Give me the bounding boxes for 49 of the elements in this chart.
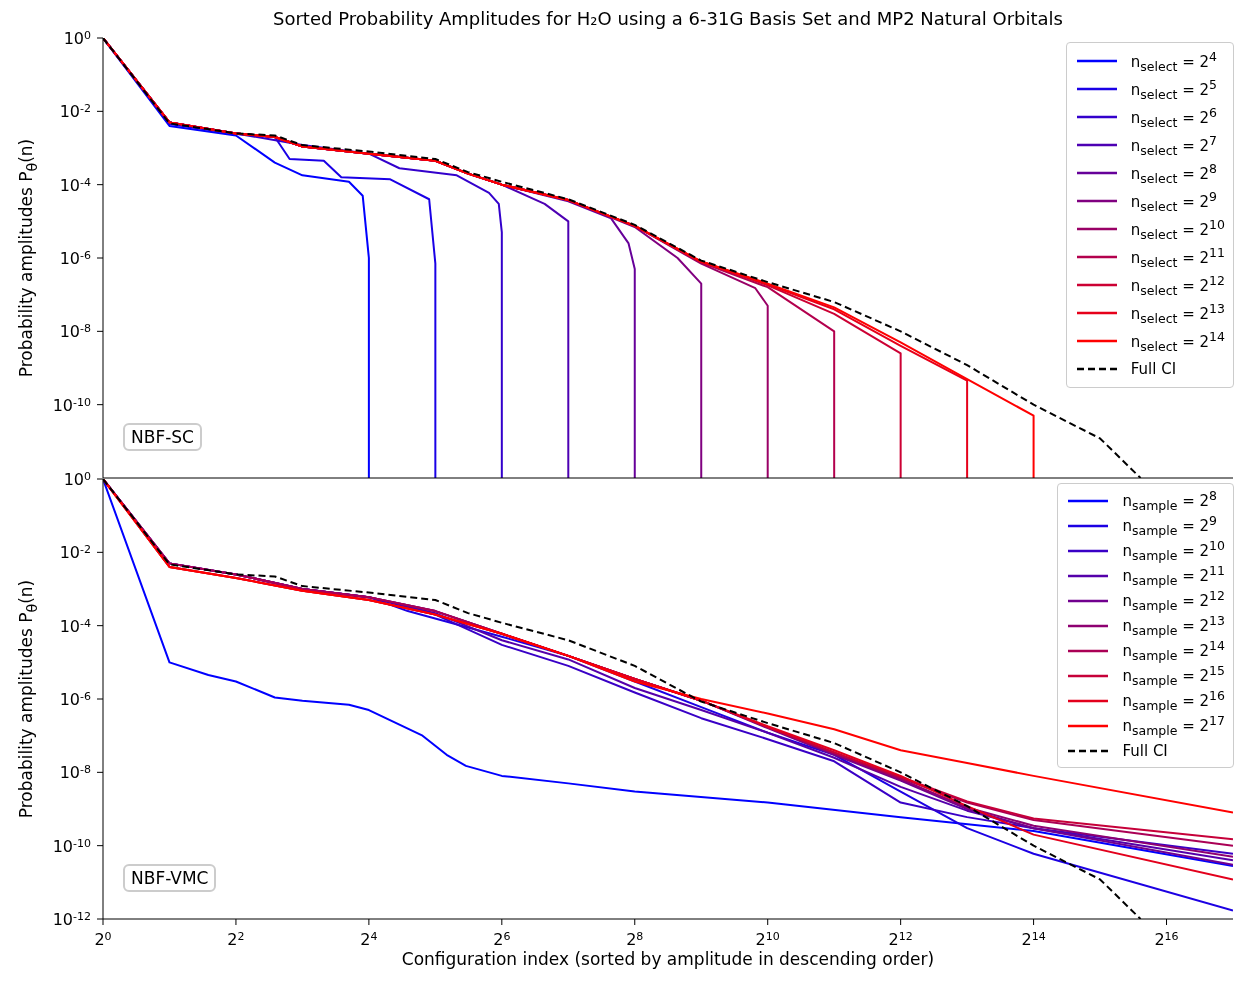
legend-label: n$_{sample}$ = 2$^{16}$ xyxy=(1122,688,1225,713)
annotation: NBF-VMC xyxy=(123,864,217,892)
legend-label: n$_{select}$ = 2$^{11}$ xyxy=(1130,244,1225,270)
legend-label: n$_{sample}$ = 2$^{8}$ xyxy=(1122,488,1218,513)
y-tick-label: 10$^{-2}$ xyxy=(59,543,91,563)
x-tick-label: 2$^{12}$ xyxy=(888,930,913,949)
y-tick-label: 10$^{-6}$ xyxy=(59,690,91,709)
y-tick-label: 10$^{-2}$ xyxy=(59,102,91,122)
legend-label: n$_{sample}$ = 2$^{12}$ xyxy=(1122,588,1225,613)
legend-label: n$_{select}$ = 2$^{7}$ xyxy=(1130,132,1218,158)
y-tick-label: 10$^{-10}$ xyxy=(52,395,91,415)
legend-label: n$_{select}$ = 2$^{5}$ xyxy=(1130,76,1218,102)
legend-label: n$_{select}$ = 2$^{6}$ xyxy=(1130,104,1218,130)
y-tick-label: 10$^{-4}$ xyxy=(59,616,91,636)
y-tick-label: 10$^{-8}$ xyxy=(59,763,91,783)
legend-label: n$_{select}$ = 2$^{14}$ xyxy=(1130,328,1225,354)
y-tick-label: 10$^{0}$ xyxy=(63,29,91,48)
x-axis-title: Configuration index (sorted by amplitude in descending order) xyxy=(400,949,936,969)
x-tick-label: 2$^{8}$ xyxy=(626,930,644,949)
legend-label: n$_{select}$ = 2$^{13}$ xyxy=(1130,300,1225,326)
legend-label: n$_{select}$ = 2$^{10}$ xyxy=(1130,216,1225,242)
legend-label: n$_{select}$ = 2$^{12}$ xyxy=(1130,272,1225,298)
y-tick-label: 10$^{-10}$ xyxy=(52,836,91,856)
legend-label: n$_{select}$ = 2$^{9}$ xyxy=(1130,188,1218,214)
legend-label: n$_{sample}$ = 2$^{13}$ xyxy=(1122,613,1225,638)
x-tick-label: 2$^{16}$ xyxy=(1154,930,1179,949)
y-tick-label: 10$^{0}$ xyxy=(63,470,91,489)
chart-title: Sorted Probability Amplitudes for H₂O using a 6-31G Basis Set and MP2 Natural Orbitals xyxy=(272,8,1064,29)
legend-label: Full CI xyxy=(1130,360,1177,378)
x-tick-label: 2$^{10}$ xyxy=(755,930,780,949)
y-tick-label: 10$^{-12}$ xyxy=(52,910,91,929)
legend-label: n$_{sample}$ = 2$^{15}$ xyxy=(1122,663,1225,688)
y-tick-label: 10$^{-6}$ xyxy=(59,249,91,268)
legend-label: n$_{sample}$ = 2$^{11}$ xyxy=(1122,563,1225,588)
legend-label: Full CI xyxy=(1122,741,1168,760)
legend-label: n$_{sample}$ = 2$^{17}$ xyxy=(1122,713,1225,738)
x-tick-label: 2$^{6}$ xyxy=(493,930,511,949)
y-tick-label: 10$^{-4}$ xyxy=(59,175,91,195)
legend-label: n$_{select}$ = 2$^{4}$ xyxy=(1130,48,1218,74)
legend-label: n$_{sample}$ = 2$^{14}$ xyxy=(1122,638,1225,663)
x-tick-label: 2$^{4}$ xyxy=(360,930,378,949)
x-tick-label: 2$^{0}$ xyxy=(94,930,112,949)
x-tick-label: 2$^{2}$ xyxy=(227,930,245,949)
annotation: NBF-SC xyxy=(123,423,202,451)
y-tick-label: 10$^{-8}$ xyxy=(59,322,91,342)
legend-label: n$_{sample}$ = 2$^{9}$ xyxy=(1122,513,1218,538)
legend-label: n$_{select}$ = 2$^{8}$ xyxy=(1130,160,1218,186)
legend-label: n$_{sample}$ = 2$^{10}$ xyxy=(1122,538,1225,563)
x-tick-label: 2$^{14}$ xyxy=(1021,930,1046,949)
